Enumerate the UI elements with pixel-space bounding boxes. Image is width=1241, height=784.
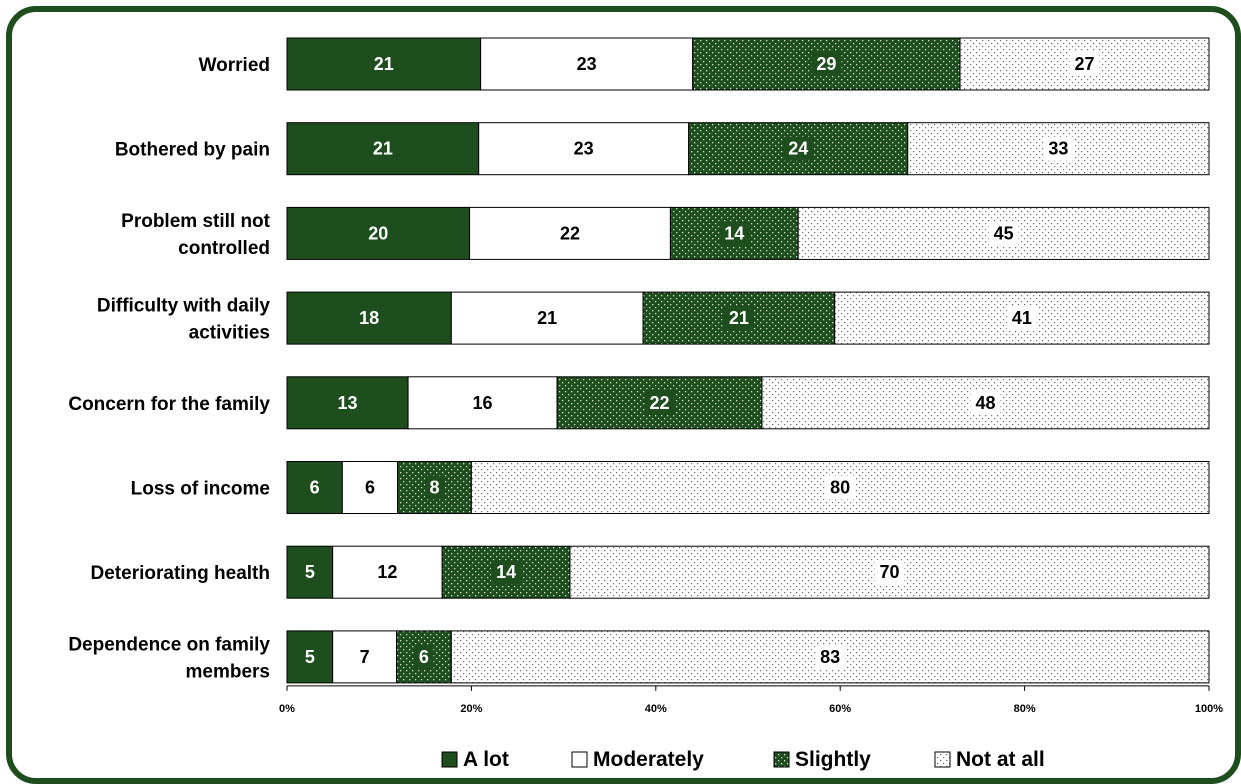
bars-layer: 21 23 29 27 21 23 24 33 20 22 14 45 18 21 21 41 13 16 22 48… (286, 37, 1210, 684)
data-label: 14 (724, 223, 744, 243)
data-label: 41 (1012, 308, 1032, 328)
data-label: 27 (1075, 54, 1095, 74)
segment-moderately (450, 291, 644, 345)
data-label-bg (783, 136, 814, 161)
category-label: Bothered by pain (115, 140, 270, 161)
segment-moderately (478, 122, 690, 176)
segment-moderately (332, 545, 443, 599)
data-label: 23 (577, 54, 597, 74)
data-label: 48 (975, 393, 995, 413)
data-label: 24 (788, 139, 808, 159)
category-label: Worried (199, 55, 270, 76)
segment-a-lot (286, 122, 480, 176)
data-label: 33 (1048, 139, 1068, 159)
data-label: 5 (305, 647, 315, 667)
segment-a-lot (286, 461, 343, 514)
data-label: 18 (359, 308, 379, 328)
category-label: Dependence on family (68, 634, 270, 655)
category-label: Problem still not (121, 211, 271, 232)
legend: A lot Moderately Slightly Not at all (441, 748, 1045, 771)
category-label: activities (189, 323, 270, 344)
legend-swatch (441, 751, 458, 768)
category-label: Concern for the family (68, 394, 270, 415)
category-labels: Worried Bothered by pain Problem still not… (68, 55, 270, 682)
data-label-bg (825, 475, 856, 500)
segment-a-lot (286, 630, 334, 684)
segment-a-lot (286, 37, 482, 91)
x-tick-label: 100% (1195, 703, 1223, 715)
segment-slightly (397, 461, 472, 514)
data-label: 8 (430, 478, 440, 498)
data-label-bg (719, 221, 750, 246)
segment-a-lot (286, 376, 409, 430)
data-label-bg (1006, 306, 1037, 331)
data-label-bg (491, 560, 522, 585)
data-label: 12 (377, 562, 397, 582)
data-label-bg (723, 306, 754, 331)
data-label: 20 (368, 223, 388, 243)
legend-swatch (934, 751, 951, 768)
data-label: 23 (574, 139, 594, 159)
category-label: Deteriorating health (91, 563, 270, 584)
legend-swatch (773, 751, 790, 768)
data-label: 21 (374, 54, 394, 74)
data-label-bg (644, 390, 675, 415)
segment-slightly (556, 376, 763, 430)
data-label: 21 (537, 308, 557, 328)
segment-moderately (407, 376, 558, 430)
category-label: controlled (178, 238, 270, 259)
data-label: 6 (365, 478, 375, 498)
segment-moderately (480, 37, 694, 91)
data-label: 22 (560, 223, 580, 243)
data-label-bg (811, 52, 842, 76)
segment-moderately (469, 206, 671, 260)
data-label: 14 (496, 562, 516, 582)
data-label: 7 (360, 647, 370, 667)
x-tick-label: 20% (460, 703, 482, 715)
data-label: 80 (830, 478, 850, 498)
segment-a-lot (286, 206, 471, 260)
data-label-bg (988, 221, 1019, 246)
data-label-bg (1069, 52, 1100, 76)
data-label-bg (815, 644, 846, 669)
segment-moderately (341, 461, 399, 514)
data-label-bg (1043, 136, 1074, 161)
legend-label: A lot (463, 748, 509, 771)
data-label: 6 (419, 647, 429, 667)
legend-label: Moderately (593, 748, 704, 771)
data-label-bg (414, 644, 434, 669)
data-label: 5 (305, 562, 315, 582)
data-label: 21 (373, 139, 393, 159)
x-tick-label: 40% (645, 703, 667, 715)
x-axis: 0% 20% 40% 60% 80% 100% (279, 685, 1223, 715)
data-label: 29 (816, 54, 836, 74)
x-tick-label: 80% (1014, 703, 1036, 715)
category-label: members (186, 661, 271, 682)
data-label: 22 (650, 393, 670, 413)
data-label: 21 (729, 308, 749, 328)
data-label-bg (970, 390, 1001, 415)
segment-a-lot (286, 545, 334, 599)
category-label: Difficulty with daily (97, 296, 271, 317)
data-label: 70 (879, 562, 899, 582)
data-label: 45 (994, 223, 1014, 243)
segment-a-lot (286, 291, 452, 345)
data-label: 13 (338, 393, 358, 413)
legend-swatch (571, 751, 588, 768)
data-label-bg (425, 475, 445, 500)
data-label: 6 (310, 478, 320, 498)
legend-label: Not at all (956, 748, 1045, 771)
x-tick-label: 0% (279, 703, 295, 715)
data-label: 16 (473, 393, 493, 413)
data-label-bg (874, 560, 905, 585)
legend-label: Slightly (795, 748, 871, 771)
category-label: Loss of income (131, 479, 270, 500)
x-tick-label: 60% (829, 703, 851, 715)
data-label: 83 (820, 647, 840, 667)
